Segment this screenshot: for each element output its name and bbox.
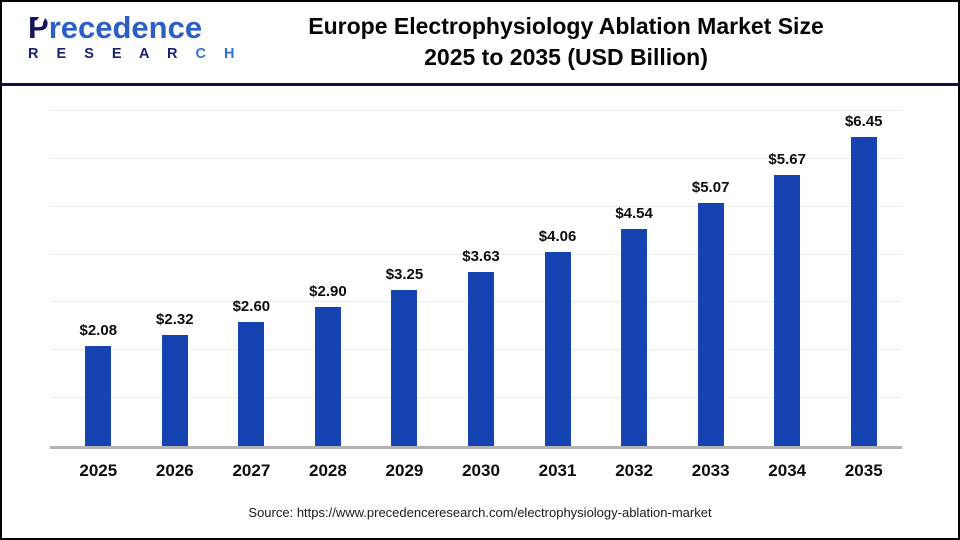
gridline-y7 — [50, 110, 902, 111]
bar-2035 — [850, 137, 877, 446]
bar-value-label-2027: $2.60 — [232, 297, 271, 315]
bar-2027 — [238, 321, 265, 446]
bar-2033 — [697, 203, 724, 446]
bar-2031 — [544, 251, 571, 446]
x-tick-2031: 2031 — [538, 461, 577, 480]
x-tick-2025: 2025 — [79, 461, 118, 480]
bar-column-2029: $3.25 — [366, 111, 443, 446]
x-tick-2032: 2032 — [615, 461, 654, 480]
bar-column-2032: $4.54 — [596, 111, 673, 446]
bar-2026 — [161, 334, 188, 446]
source-text: Source: https://www.precedenceresearch.c… — [248, 505, 712, 520]
bar-column-2031: $4.06 — [519, 111, 596, 446]
x-tick-2035: 2035 — [844, 461, 883, 480]
bar-column-2033: $5.07 — [672, 111, 749, 446]
gridline-y5 — [50, 205, 902, 207]
bar-value-label-2028: $2.90 — [309, 283, 347, 301]
bars-container: $2.08 $2.32 $2.60 $2.90 $3.25 $3.63 $4.06 $4.54… — [50, 111, 902, 446]
x-tick-2029: 2029 — [385, 461, 424, 480]
brand-subtitle: R E S E A R C H — [28, 46, 242, 62]
chart-title: Europe Electrophysiology Ablation Market… — [244, 2, 888, 73]
chart-title-line2: 2025 to 2035 (USD Billion) — [424, 44, 708, 70]
bar-column-2034: $5.67 — [749, 111, 826, 446]
bar-column-2028: $2.90 — [290, 111, 367, 446]
x-axis-labels: 2025 2026 2027 2028 2029 2030 2031 2032 2033 2034… — [50, 461, 902, 481]
header-separator — [2, 83, 958, 86]
x-tick-2028: 2028 — [309, 461, 347, 480]
x-tick-2034: 2034 — [768, 461, 807, 480]
bar-2034 — [774, 174, 801, 446]
bar-value-label-2029: $3.25 — [385, 266, 424, 284]
gridline-y4 — [50, 253, 902, 255]
bar-2032 — [621, 228, 648, 446]
chart-title-line1: Europe Electrophysiology Ablation Market… — [308, 13, 824, 39]
bar-2025 — [85, 346, 112, 446]
bar-value-label-2030: $3.63 — [462, 248, 500, 266]
x-tick-2027: 2027 — [232, 461, 271, 480]
logo-letter-p: P — [28, 10, 49, 45]
bar-2028 — [314, 307, 341, 446]
x-tick-2030: 2030 — [462, 461, 500, 480]
brand-name-rest: recedence — [48, 10, 203, 45]
gridline-y6 — [50, 157, 902, 159]
bar-value-label-2034: $5.67 — [768, 150, 806, 168]
bar-column-2025: $2.08 — [60, 111, 137, 446]
bar-value-label-2032: $4.54 — [615, 204, 653, 222]
bar-value-label-2026: $2.32 — [156, 310, 194, 328]
bar-column-2027: $2.60 — [213, 111, 290, 446]
x-tick-2026: 2026 — [155, 461, 194, 480]
bar-chart: $2.08 $2.32 $2.60 $2.90 $3.25 $3.63 $4.06 $4.54… — [50, 110, 902, 481]
bar-value-label-2025: $2.08 — [79, 322, 118, 340]
bar-value-label-2035: $6.45 — [844, 113, 883, 131]
bar-2030 — [468, 272, 494, 446]
bar-value-label-2033: $5.07 — [691, 179, 730, 197]
bar-value-label-2031: $4.06 — [538, 227, 577, 245]
bar-column-2030: $3.63 — [443, 111, 520, 446]
x-tick-2033: 2033 — [691, 461, 730, 480]
bar-column-2026: $2.32 — [137, 111, 214, 446]
bar-column-2035: $6.45 — [825, 111, 902, 446]
plot-area: $2.08 $2.32 $2.60 $2.90 $3.25 $3.63 $4.06 $4.54… — [50, 110, 902, 449]
bar-2029 — [391, 290, 418, 446]
